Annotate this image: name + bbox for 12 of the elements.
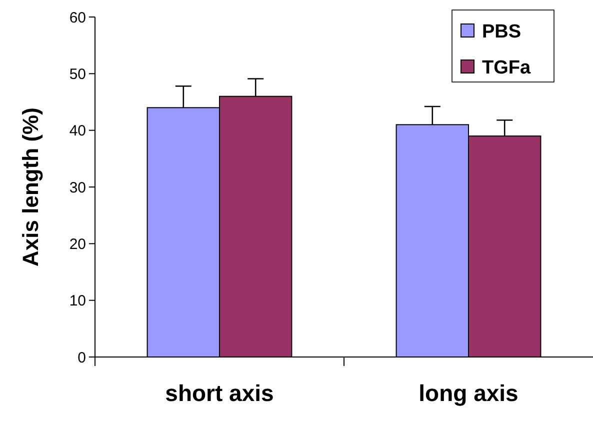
x-tick-label: short axis [165, 380, 274, 406]
y-tick-label: 20 [69, 236, 86, 253]
y-tick-label: 10 [69, 292, 86, 310]
y-tick-label: 40 [69, 122, 86, 140]
y-axis-title: Axis length (%) [18, 108, 43, 266]
y-tick-label: 60 [69, 9, 86, 26]
y-tick-label: 0 [78, 349, 86, 366]
x-tick-label: long axis [418, 380, 518, 406]
y-tick-label: 50 [69, 66, 86, 83]
legend-label: TGFa [482, 58, 531, 79]
y-tick-label: 30 [69, 179, 86, 196]
legend-label: PBS [482, 22, 522, 43]
